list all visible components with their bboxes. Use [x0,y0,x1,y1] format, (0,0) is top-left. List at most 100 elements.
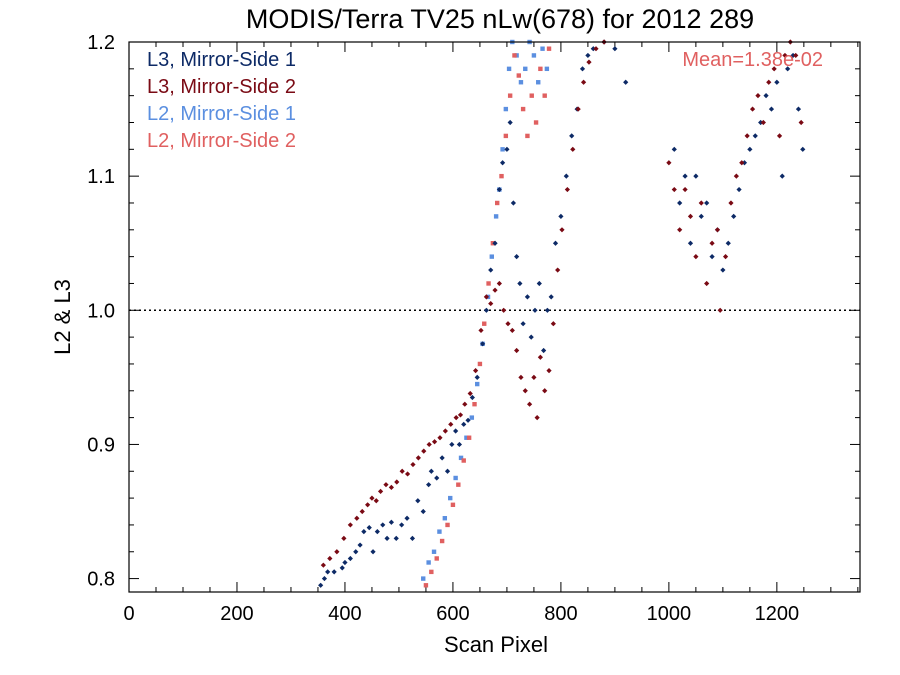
x-tick-label: 1200 [755,603,800,625]
data-point [766,79,772,85]
data-point [426,482,432,488]
data-point [494,200,500,206]
y-tick-label: 0.8 [87,569,115,591]
data-point [555,267,561,273]
data-point [492,287,498,293]
data-point [682,186,688,193]
data-point [469,415,475,420]
data-point [486,281,491,286]
data-point [320,562,326,568]
data-point [546,368,552,374]
legend-entry: L2, Mirror-Side 2 [147,130,296,152]
data-point [384,535,390,541]
x-tick-label: 800 [544,603,577,625]
data-point [514,254,520,260]
data-point [559,227,565,233]
data-point [399,522,405,528]
data-point [437,435,443,441]
data-point [488,267,494,273]
data-point [359,508,365,515]
data-point [779,173,785,179]
data-point [720,267,726,273]
data-point [415,498,421,504]
data-point [586,59,592,65]
data-point [426,560,431,565]
data-point [741,160,748,166]
data-point [795,106,802,112]
data-point [739,160,745,166]
data-point [423,583,429,588]
data-point [612,46,618,52]
mean-annotation: Mean=1.38e-02 [682,49,823,71]
data-points [318,39,806,588]
data-point [550,321,556,327]
data-point [542,388,548,394]
data-point [393,535,399,541]
data-point [544,307,551,313]
data-point [501,307,507,313]
data-point [453,475,458,481]
data-point [444,468,451,474]
data-point [512,53,517,58]
data-point [693,173,699,179]
data-point [428,468,434,474]
data-point [548,294,554,300]
data-point [496,280,502,287]
data-point [528,334,534,340]
data-point [448,421,454,427]
data-point [439,538,445,544]
data-point [693,254,699,260]
data-point [698,200,704,206]
data-point [342,559,348,566]
data-point [755,93,761,99]
data-point [500,147,505,152]
data-point [575,106,581,112]
x-tick-label: 1000 [647,603,692,625]
data-point [467,390,473,397]
data-point [426,441,432,448]
data-point [366,525,372,531]
data-point [569,133,575,139]
legend-entry: L3, Mirror-Side 1 [147,49,296,71]
data-point [339,565,345,571]
data-point [437,529,442,534]
data-point [752,133,758,139]
data-point [354,515,360,521]
data-point [347,522,353,528]
data-point [480,341,486,347]
data-point [709,240,715,246]
data-point [331,569,337,575]
data-point [728,200,734,206]
data-point [585,52,591,59]
data-point [704,280,710,287]
data-point [483,294,490,300]
data-point [782,52,788,59]
data-point [785,66,791,72]
data-point [749,106,756,112]
data-point [687,213,694,219]
data-point [489,254,495,259]
data-point [518,374,524,380]
data-point [579,66,586,72]
data-point [744,133,750,139]
data-point [503,106,509,112]
data-point [445,522,450,528]
data-point [537,354,543,360]
data-point [771,66,777,72]
x-tick-label: 0 [123,603,134,625]
data-point [793,52,799,59]
data-point [450,502,456,508]
data-point [341,535,347,541]
data-point [439,455,445,461]
data-point [531,53,537,58]
data-point [388,484,394,490]
data-point [321,575,328,582]
data-point [464,435,469,440]
y-axis-label-group: L2 & L3 [50,279,75,355]
data-point [677,227,683,233]
y-tick-label: 0.9 [87,434,115,456]
data-point [469,394,475,401]
data-point [415,455,421,461]
data-point [518,80,524,85]
data-point [552,240,559,246]
